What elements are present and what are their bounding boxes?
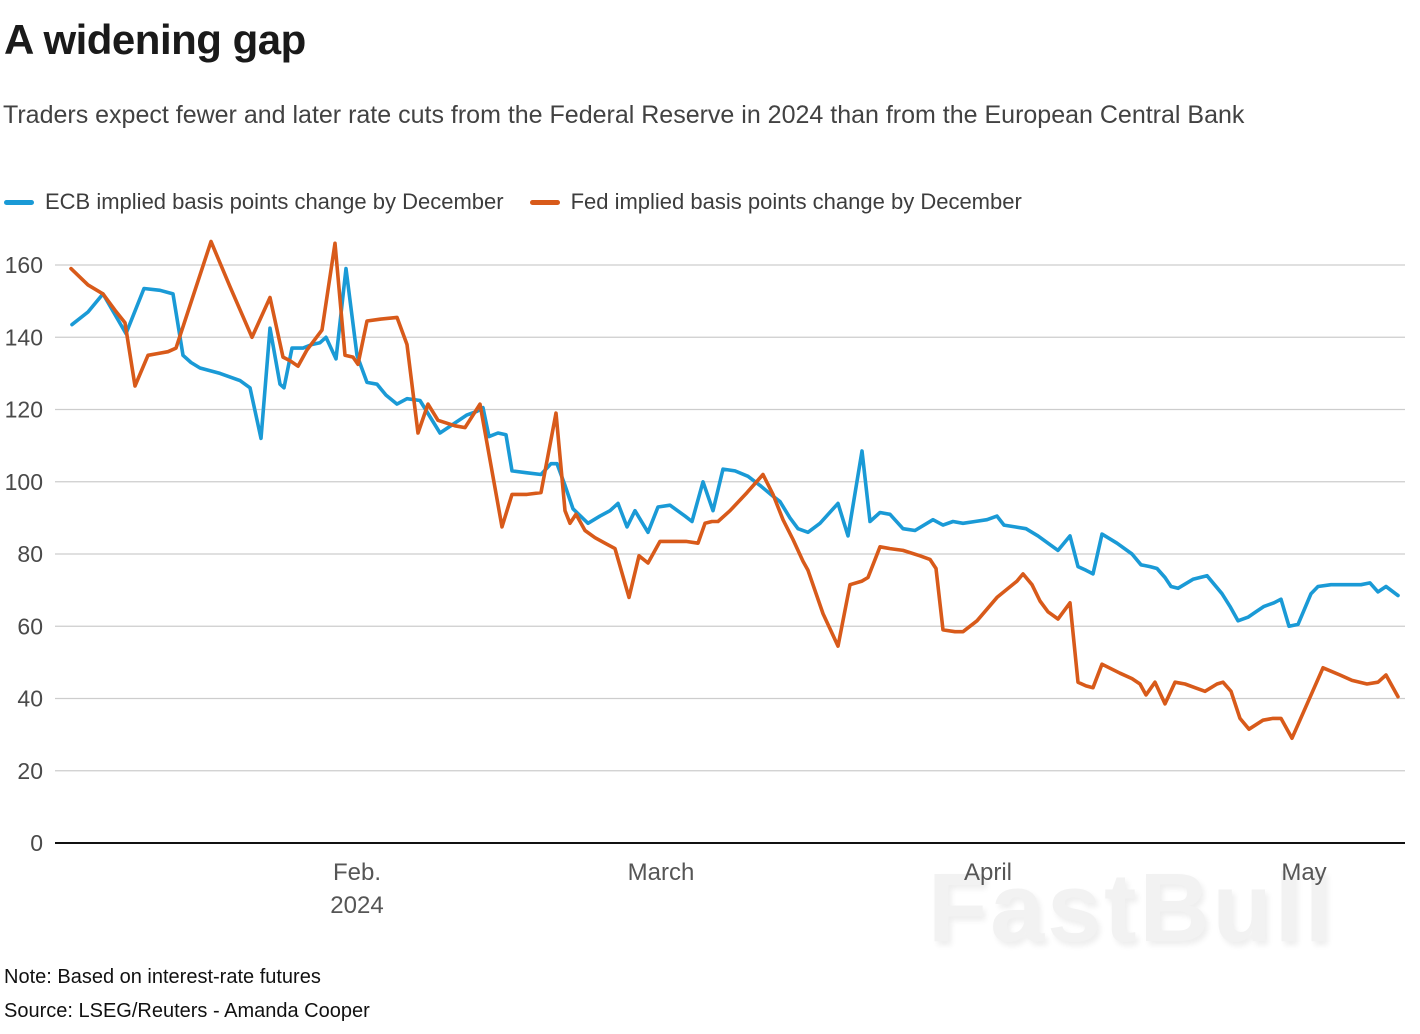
fed-line — [69, 239, 1400, 740]
y-tick-label: 40 — [17, 686, 43, 712]
legend-item-fed: Fed implied basis points change by Decem… — [529, 189, 1022, 215]
y-tick-label: 20 — [17, 758, 43, 784]
legend-label-fed: Fed implied basis points change by Decem… — [570, 189, 1022, 214]
x-tick-label: March — [628, 859, 695, 886]
chart-source: Source: LSEG/Reuters - Amanda Cooper — [4, 1000, 370, 1022]
y-tick-label: 160 — [5, 252, 43, 278]
fed-line-swatch-icon — [529, 199, 560, 205]
y-tick-label: 140 — [5, 324, 43, 350]
chart-note: Note: Based on interest-rate futures — [4, 966, 321, 988]
x-tick-label: April — [964, 859, 1012, 886]
x-tick-sublabel: 2024 — [330, 892, 383, 919]
chart-legend: ECB implied basis points change by Decem… — [4, 189, 1022, 215]
chart-subtitle: Traders expect fewer and later rate cuts… — [3, 101, 1245, 129]
y-tick-label: 100 — [5, 469, 43, 495]
fastbull-watermark: FastBull — [928, 853, 1335, 962]
legend-label-ecb: ECB implied basis points change by Decem… — [45, 189, 504, 214]
ecb-line — [70, 266, 1400, 629]
y-tick-label: 80 — [17, 541, 43, 567]
x-tick-label: May — [1281, 859, 1326, 886]
y-tick-label: 120 — [5, 397, 43, 423]
ecb-line-swatch-icon — [4, 199, 34, 205]
legend-item-ecb: ECB implied basis points change by Decem… — [4, 189, 504, 215]
y-tick-label: 0 — [30, 830, 43, 856]
y-tick-label: 60 — [17, 613, 43, 639]
x-tick-label: Feb. — [333, 859, 381, 886]
page-title: A widening gap — [4, 16, 306, 63]
